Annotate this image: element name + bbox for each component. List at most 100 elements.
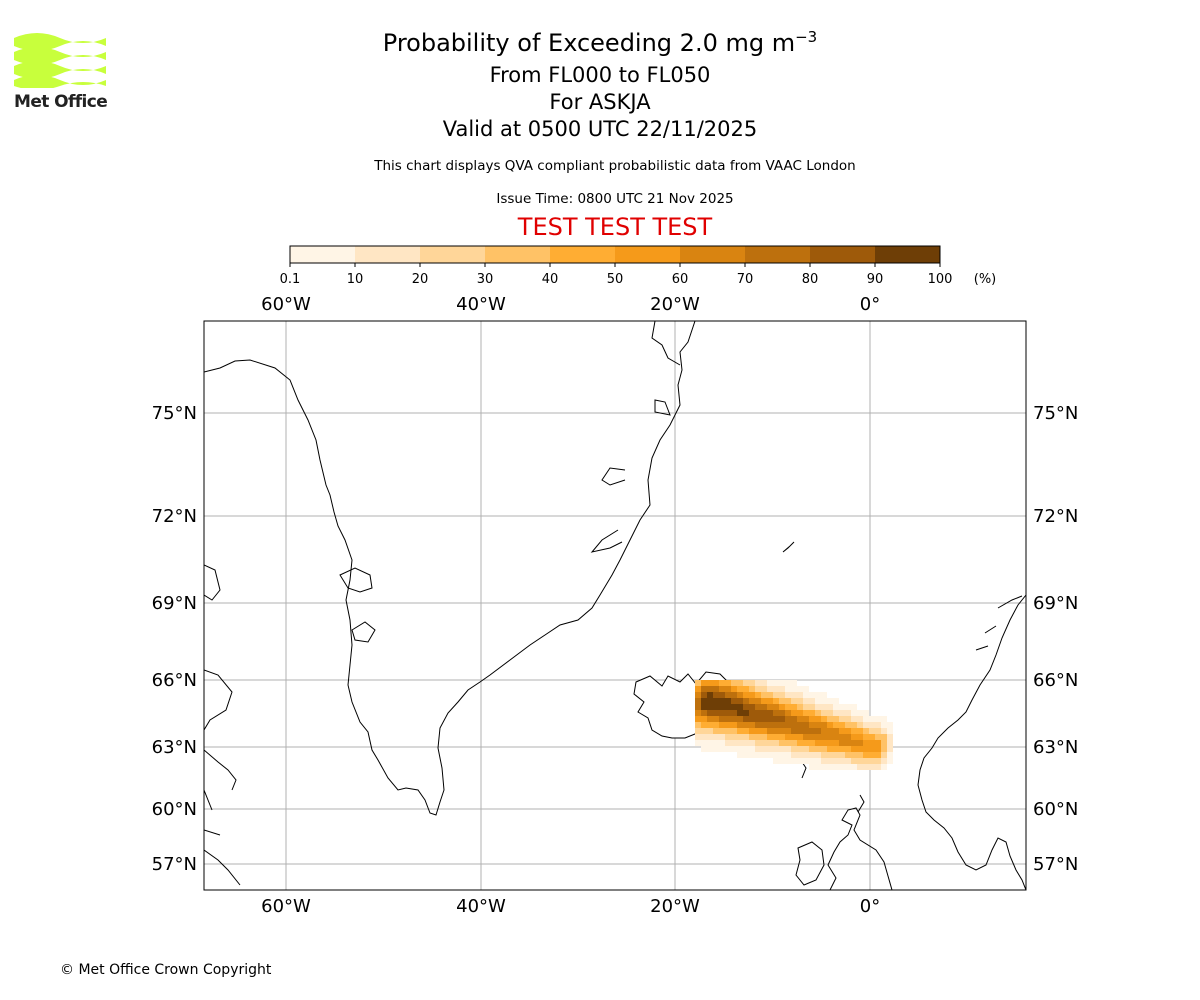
- plume-cell: [701, 740, 707, 746]
- plume-cell: [827, 758, 833, 764]
- plume-cell: [755, 746, 761, 752]
- plume-cell: [707, 680, 713, 686]
- plume-cell: [845, 722, 851, 728]
- plume-cell: [845, 746, 851, 752]
- plume-cell: [851, 758, 857, 764]
- plume-cell: [869, 764, 875, 770]
- plume-cell: [791, 758, 797, 764]
- plume-cell: [791, 698, 797, 704]
- plume-cell: [803, 704, 809, 710]
- plume-cell: [839, 728, 845, 734]
- lat-label-right: 69°N: [1033, 593, 1078, 614]
- plume-cell: [881, 722, 887, 728]
- plume-cell: [851, 752, 857, 758]
- plume-cell: [719, 722, 725, 728]
- plume-cell: [695, 734, 701, 740]
- plume-cell: [887, 752, 893, 758]
- plume-cell: [875, 716, 881, 722]
- plume-cell: [737, 704, 743, 710]
- plume-cell: [827, 746, 833, 752]
- plume-cell: [713, 746, 719, 752]
- plume-cell: [881, 740, 887, 746]
- plume-cell: [779, 716, 785, 722]
- plume-cell: [701, 728, 707, 734]
- plume-cell: [887, 728, 893, 734]
- plume-cell: [731, 710, 737, 716]
- plume-cell: [875, 764, 881, 770]
- plume-cell: [713, 728, 719, 734]
- plume-cell: [785, 686, 791, 692]
- plume-cell: [797, 734, 803, 740]
- greenland-coast: [204, 321, 696, 816]
- plume-cell: [827, 752, 833, 758]
- colorbar-bin: [680, 246, 746, 263]
- plume-cell: [815, 746, 821, 752]
- plume-cell: [833, 698, 839, 704]
- plume-cell: [827, 710, 833, 716]
- plume-cell: [827, 704, 833, 710]
- plume-cell: [761, 728, 767, 734]
- plume-cell: [761, 704, 767, 710]
- plume-cell: [791, 692, 797, 698]
- plume-cell: [743, 686, 749, 692]
- plume-cell: [839, 752, 845, 758]
- plume-cell: [779, 710, 785, 716]
- plume-cell: [701, 680, 707, 686]
- plume-cell: [791, 710, 797, 716]
- plume-cell: [749, 680, 755, 686]
- plume-cell: [803, 728, 809, 734]
- plume-cell: [785, 728, 791, 734]
- plume-cell: [707, 722, 713, 728]
- plume-cell: [701, 704, 707, 710]
- plume-cell: [803, 686, 809, 692]
- lon-label-top: 0°: [860, 294, 880, 315]
- plume-cell: [773, 734, 779, 740]
- plume-cell: [791, 734, 797, 740]
- plume-cell: [743, 746, 749, 752]
- plume-cell: [737, 686, 743, 692]
- plume-cell: [863, 740, 869, 746]
- plume-cell: [755, 752, 761, 758]
- plume-cell: [743, 698, 749, 704]
- plume-cell: [779, 722, 785, 728]
- plume-cell: [845, 764, 851, 770]
- plume-cell: [707, 698, 713, 704]
- plume-cell: [767, 686, 773, 692]
- plume-cell: [839, 716, 845, 722]
- plume-cell: [767, 698, 773, 704]
- plume-cell: [749, 686, 755, 692]
- plume-cell: [749, 752, 755, 758]
- plume-cell: [743, 734, 749, 740]
- colorbar-bin: [355, 246, 421, 263]
- plume-cell: [737, 740, 743, 746]
- plume-cell: [815, 728, 821, 734]
- plume-cell: [797, 704, 803, 710]
- plume-cell: [809, 710, 815, 716]
- plume-cell: [743, 680, 749, 686]
- plume-cell: [815, 692, 821, 698]
- plume-cell: [719, 698, 725, 704]
- plume-cell: [731, 734, 737, 740]
- plume-cell: [839, 740, 845, 746]
- plume-cell: [881, 728, 887, 734]
- plume-cell: [887, 758, 893, 764]
- colorbar-tick-label: 10: [347, 272, 364, 287]
- plume-cell: [869, 728, 875, 734]
- plume-cell: [875, 758, 881, 764]
- plume-cell: [827, 698, 833, 704]
- plume-cell: [773, 710, 779, 716]
- plume-cell: [857, 764, 863, 770]
- plume-cell: [719, 728, 725, 734]
- map: 60°W 40°W 20°W 0° 60°W 40°W 20°W 0° 75°N 72°N 69…: [152, 294, 1079, 917]
- plume-cell: [773, 746, 779, 752]
- plume-cell: [713, 734, 719, 740]
- plume-cell: [863, 710, 869, 716]
- plume-cell: [779, 698, 785, 704]
- plume-cell: [707, 740, 713, 746]
- plume-cell: [725, 704, 731, 710]
- lat-label-right: 66°N: [1033, 670, 1078, 691]
- plume-cell: [791, 686, 797, 692]
- plume-cell: [725, 734, 731, 740]
- map-frame: [203, 320, 1027, 891]
- plume-cell: [791, 716, 797, 722]
